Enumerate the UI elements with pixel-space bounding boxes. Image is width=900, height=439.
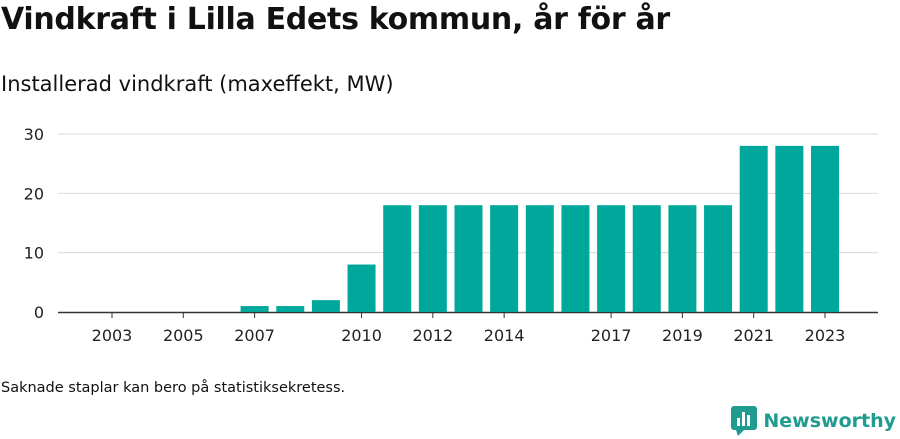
y-tick-label: 0	[34, 303, 44, 322]
x-tick-label: 2003	[92, 326, 133, 345]
bar-2023	[811, 145, 839, 312]
y-tick-label: 20	[24, 184, 44, 203]
x-tick-label: 2017	[591, 326, 632, 345]
bar-2021	[739, 145, 768, 312]
bar-2007	[240, 306, 269, 312]
y-tick-label: 10	[24, 244, 44, 263]
bar-2008	[276, 306, 305, 312]
bar-2012	[418, 205, 447, 312]
x-tick-label: 2010	[341, 326, 382, 345]
bar-chart: 0 10 20 30 2003 2005 2007 2010 2012 2014 2017 2019…	[24, 125, 878, 345]
bars	[240, 145, 839, 312]
footnote: Saknade staplar kan bero på statistiksek…	[1, 380, 346, 396]
x-axis-ticks: 2003 2005 2007 2010 2012 2014 2017 2019 2021 2023	[92, 312, 846, 345]
newsworthy-logo: Newsworthy	[731, 406, 896, 436]
x-tick-label: 2012	[412, 326, 453, 345]
y-axis-ticks: 0 10 20 30	[24, 125, 44, 322]
bar-2014	[490, 205, 519, 312]
x-tick-label: 2007	[234, 326, 275, 345]
x-tick-label: 2021	[733, 326, 774, 345]
bar-2013	[454, 205, 483, 312]
bar-2009	[311, 300, 340, 312]
bar-2022	[775, 145, 804, 312]
brand-name: Newsworthy	[763, 410, 896, 432]
bar-2018	[632, 205, 661, 312]
x-tick-label: 2023	[805, 326, 846, 345]
bar-2010	[347, 264, 376, 312]
bar-2020	[704, 205, 733, 312]
x-tick-label: 2014	[484, 326, 525, 345]
bar-2011	[383, 205, 412, 312]
y-tick-label: 30	[24, 125, 44, 144]
x-tick-label: 2019	[662, 326, 703, 345]
bar-2019	[668, 205, 697, 312]
bar-2015	[525, 205, 554, 312]
bar-2016	[561, 205, 590, 312]
bar-2017	[597, 205, 626, 312]
chart-title: Vindkraft i Lilla Edets kommun, år för å…	[1, 2, 670, 37]
newsworthy-bar-chart-icon	[731, 406, 758, 436]
chart-subtitle: Installerad vindkraft (maxeffekt, MW)	[1, 72, 394, 96]
x-tick-label: 2005	[163, 326, 204, 345]
